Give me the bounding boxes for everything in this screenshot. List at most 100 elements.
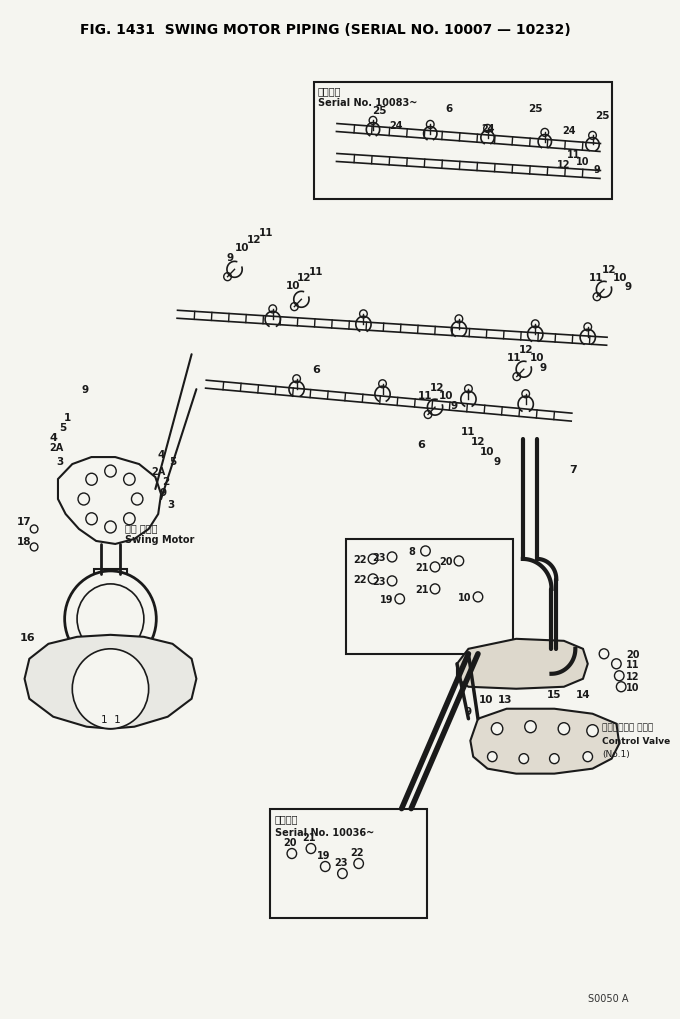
Circle shape — [615, 672, 624, 681]
Circle shape — [584, 324, 592, 331]
Text: 12: 12 — [602, 265, 616, 275]
Circle shape — [369, 117, 377, 125]
Circle shape — [65, 572, 156, 667]
Circle shape — [473, 592, 483, 602]
Text: 22: 22 — [353, 575, 367, 584]
Text: 10: 10 — [478, 694, 493, 704]
Text: 15: 15 — [547, 689, 562, 699]
Text: 適用号毎: 適用号毎 — [318, 87, 341, 97]
Text: 9: 9 — [594, 165, 600, 175]
Circle shape — [368, 554, 378, 565]
Circle shape — [587, 725, 598, 737]
Circle shape — [492, 723, 503, 735]
Text: 25: 25 — [528, 104, 543, 113]
Circle shape — [306, 844, 316, 854]
Circle shape — [589, 132, 596, 141]
Text: 7: 7 — [570, 465, 577, 475]
Circle shape — [72, 649, 149, 729]
Circle shape — [488, 752, 497, 762]
Text: 12: 12 — [471, 437, 486, 446]
Text: 13: 13 — [498, 694, 512, 704]
Text: 10: 10 — [576, 157, 590, 167]
Text: 17: 17 — [17, 517, 32, 527]
Polygon shape — [471, 709, 619, 773]
Text: 1  1: 1 1 — [101, 714, 120, 725]
Circle shape — [483, 125, 492, 133]
Circle shape — [86, 474, 97, 486]
Text: 10: 10 — [530, 353, 545, 363]
Circle shape — [131, 493, 143, 505]
Text: 3: 3 — [56, 457, 63, 467]
Circle shape — [31, 526, 38, 533]
Bar — [346, 539, 513, 654]
Text: 10: 10 — [480, 446, 495, 457]
Circle shape — [455, 316, 462, 324]
Circle shape — [105, 522, 116, 533]
Circle shape — [532, 321, 539, 328]
Circle shape — [464, 385, 472, 393]
Circle shape — [421, 546, 430, 556]
Text: 6: 6 — [445, 104, 453, 113]
Text: 11: 11 — [259, 228, 273, 238]
Text: 10: 10 — [626, 682, 639, 692]
Circle shape — [86, 514, 97, 525]
Circle shape — [290, 304, 299, 312]
Text: 11: 11 — [589, 273, 604, 283]
Circle shape — [430, 562, 440, 573]
Circle shape — [360, 311, 367, 319]
Circle shape — [354, 859, 363, 868]
Text: 12: 12 — [430, 383, 444, 392]
Circle shape — [430, 584, 440, 594]
Text: 2A: 2A — [151, 467, 165, 477]
Text: 9: 9 — [81, 385, 88, 394]
Text: 22: 22 — [350, 847, 364, 857]
Text: 25: 25 — [373, 105, 387, 115]
Text: 9: 9 — [159, 487, 167, 497]
Circle shape — [593, 293, 601, 302]
Text: 24: 24 — [389, 120, 403, 130]
Text: 18: 18 — [17, 536, 32, 546]
Circle shape — [611, 659, 621, 669]
Circle shape — [368, 575, 378, 584]
Text: Swing Motor: Swing Motor — [125, 534, 194, 544]
Circle shape — [395, 594, 405, 604]
Text: 4: 4 — [49, 433, 57, 442]
Circle shape — [105, 466, 116, 478]
Text: (No.1): (No.1) — [602, 749, 630, 758]
Circle shape — [293, 375, 301, 383]
Text: 3: 3 — [167, 499, 174, 510]
Circle shape — [388, 552, 397, 562]
Text: 12: 12 — [297, 273, 311, 283]
Text: 23: 23 — [334, 857, 347, 867]
Text: 旋回 モータ: 旋回 モータ — [125, 523, 157, 533]
Text: 10: 10 — [439, 390, 454, 400]
Circle shape — [124, 474, 135, 486]
Text: 16: 16 — [20, 632, 35, 642]
Bar — [270, 809, 428, 918]
Text: 11: 11 — [461, 427, 476, 437]
Text: 8: 8 — [409, 546, 415, 556]
Bar — [313, 83, 611, 200]
Text: 9: 9 — [539, 363, 547, 373]
Circle shape — [525, 721, 537, 733]
Circle shape — [320, 862, 330, 871]
Circle shape — [78, 493, 90, 505]
Circle shape — [599, 649, 609, 659]
Text: 4: 4 — [157, 449, 165, 460]
Text: 12: 12 — [246, 235, 261, 246]
Polygon shape — [24, 635, 197, 729]
Circle shape — [426, 121, 434, 129]
Text: 5: 5 — [169, 457, 176, 467]
Text: 9: 9 — [494, 457, 500, 467]
Circle shape — [522, 390, 530, 398]
Text: 9: 9 — [465, 706, 472, 716]
Text: 10: 10 — [613, 273, 628, 283]
Bar — [95, 570, 126, 581]
Text: 12: 12 — [518, 344, 533, 355]
Text: 11: 11 — [566, 151, 580, 160]
Circle shape — [287, 849, 296, 859]
Text: 11: 11 — [309, 267, 323, 277]
Circle shape — [424, 411, 432, 419]
Text: Control Valve: Control Valve — [602, 737, 670, 746]
Circle shape — [388, 577, 397, 586]
